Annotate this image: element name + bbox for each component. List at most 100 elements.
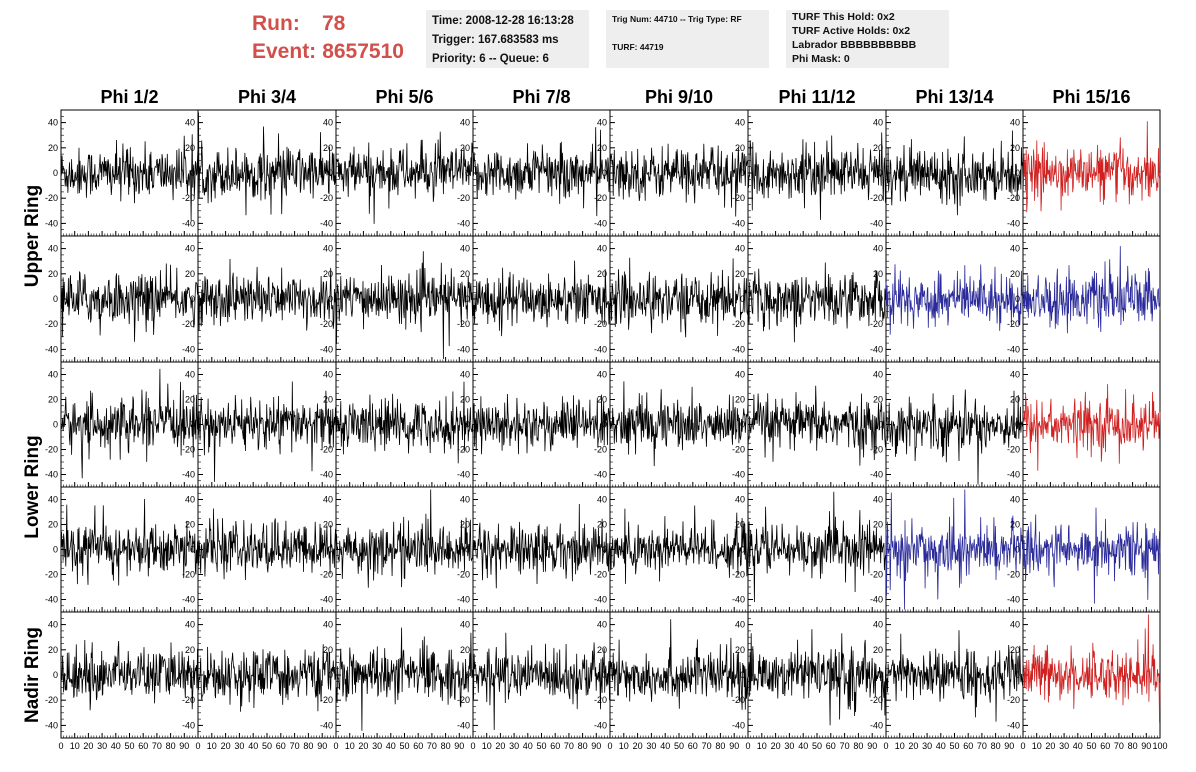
waveform-trace <box>335 131 474 224</box>
y-tick-label: -40 <box>457 470 470 480</box>
y-tick-label: 20 <box>323 520 333 530</box>
y-tick-label: -20 <box>732 445 745 455</box>
y-tick-label: 20 <box>873 395 883 405</box>
x-tick-label: 0 <box>195 741 200 751</box>
x-tick-label: 30 <box>1059 741 1069 751</box>
x-tick-label: 50 <box>1086 741 1096 751</box>
y-tick-label: 0 <box>53 420 58 430</box>
x-tick-label: 50 <box>949 741 959 751</box>
y-tick-label: 20 <box>597 520 607 530</box>
x-tick-label: 70 <box>840 741 850 751</box>
y-tick-label: -40 <box>182 218 195 228</box>
y-tick-label: 0 <box>190 420 195 430</box>
x-tick-label: 30 <box>922 741 932 751</box>
waveform-trace <box>472 393 611 455</box>
trignum-text: Trig Num: 44710 -- Trig Type: RF <box>612 14 742 24</box>
y-tick-label: -40 <box>320 470 333 480</box>
y-tick-label: 20 <box>1010 520 1020 530</box>
x-tick-label: 70 <box>702 741 712 751</box>
y-tick-label: -40 <box>870 344 883 354</box>
x-tick-label: 20 <box>83 741 93 751</box>
y-tick-label: -20 <box>1007 319 1020 329</box>
x-tick-label: 90 <box>317 741 327 751</box>
y-tick-label: 40 <box>873 118 883 128</box>
waveform-trace <box>472 503 611 589</box>
y-tick-label: -40 <box>45 595 58 605</box>
y-tick-label: 40 <box>323 118 333 128</box>
time-info-box: Time: 2008-12-28 16:13:28 Trigger: 167.6… <box>426 10 589 68</box>
x-tick-label: 80 <box>303 741 313 751</box>
x-tick-label: 10 <box>345 741 355 751</box>
x-tick-label: 90 <box>179 741 189 751</box>
x-tick-label: 20 <box>358 741 368 751</box>
panel-frame <box>197 235 337 363</box>
trig-info-box: Trig Num: 44710 -- Trig Type: RF TURF: 4… <box>606 10 769 68</box>
x-tick-label: 80 <box>166 741 176 751</box>
y-tick-label: -20 <box>594 570 607 580</box>
y-tick-label: 20 <box>48 143 58 153</box>
y-tick-label: 20 <box>1010 143 1020 153</box>
y-tick-label: 40 <box>873 495 883 505</box>
y-tick-label: -20 <box>1007 193 1020 203</box>
y-tick-label: -20 <box>870 570 883 580</box>
y-tick-label: -40 <box>594 720 607 730</box>
y-tick-label: 40 <box>460 620 470 630</box>
y-tick-label: 40 <box>48 620 58 630</box>
y-tick-label: 0 <box>878 168 883 178</box>
x-tick-label: 30 <box>97 741 107 751</box>
x-tick-label: 70 <box>427 741 437 751</box>
y-tick-label: -40 <box>320 218 333 228</box>
y-tick-label: 20 <box>735 143 745 153</box>
y-tick-label: -40 <box>1007 344 1020 354</box>
y-tick-label: -40 <box>182 470 195 480</box>
waveform-trace <box>335 489 474 588</box>
y-tick-label: -40 <box>182 344 195 354</box>
x-tick-label: 40 <box>798 741 808 751</box>
event-value: 8657510 <box>322 40 404 63</box>
y-tick-label: 20 <box>597 269 607 279</box>
y-tick-label: -40 <box>320 595 333 605</box>
y-tick-label: -20 <box>457 319 470 329</box>
y-tick-label: -40 <box>1007 218 1020 228</box>
y-tick-label: -40 <box>594 218 607 228</box>
x-tick-label: 10 <box>895 741 905 751</box>
x-tick-label: 70 <box>564 741 574 751</box>
y-tick-label: 0 <box>190 294 195 304</box>
y-tick-label: 40 <box>873 370 883 380</box>
run-value: 78 <box>322 12 346 35</box>
y-tick-label: -40 <box>45 720 58 730</box>
x-tick-label: 70 <box>152 741 162 751</box>
y-tick-label: 20 <box>323 143 333 153</box>
y-tick-label: 40 <box>1010 495 1020 505</box>
y-tick-label: 20 <box>185 143 195 153</box>
y-tick-label: -40 <box>320 344 333 354</box>
x-tick-label: 90 <box>729 741 739 751</box>
y-tick-label: -40 <box>45 218 58 228</box>
y-tick-label: -20 <box>182 570 195 580</box>
waveform-trace <box>1022 246 1161 334</box>
y-tick-label: 20 <box>323 645 333 655</box>
x-tick-label: 40 <box>936 741 946 751</box>
y-tick-label: -20 <box>870 193 883 203</box>
y-tick-label: -40 <box>182 595 195 605</box>
x-tick-label: 80 <box>991 741 1001 751</box>
y-tick-label: 0 <box>602 168 607 178</box>
x-tick-label: 70 <box>1114 741 1124 751</box>
waveform-trace <box>335 627 474 731</box>
y-tick-label: 40 <box>323 620 333 630</box>
y-tick-label: 20 <box>735 395 745 405</box>
x-tick-label: 0 <box>58 741 63 751</box>
y-tick-label: -20 <box>732 695 745 705</box>
x-tick-label: 50 <box>399 741 409 751</box>
y-tick-label: 40 <box>597 244 607 254</box>
y-tick-label: 20 <box>735 269 745 279</box>
y-tick-label: 0 <box>602 545 607 555</box>
y-tick-label: 20 <box>597 143 607 153</box>
waveform-trace <box>60 134 199 221</box>
y-tick-label: 0 <box>465 294 470 304</box>
row-label: Upper Ring <box>22 185 43 287</box>
y-tick-label: 40 <box>185 370 195 380</box>
y-tick-label: 0 <box>878 294 883 304</box>
y-tick-label: 40 <box>873 620 883 630</box>
